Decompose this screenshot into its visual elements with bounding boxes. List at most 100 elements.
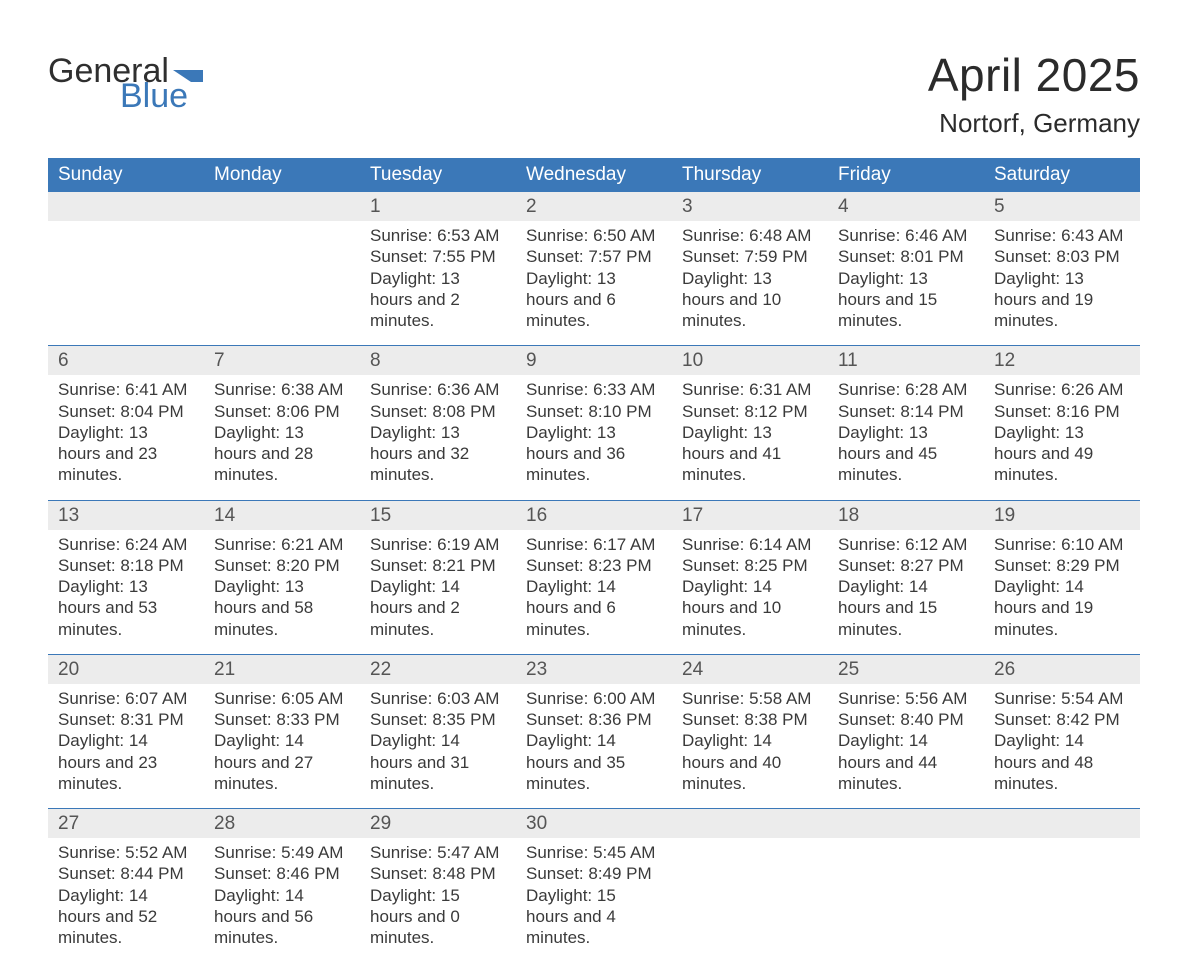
day-info-line: Daylight: 14 hours and 35 minutes. [526, 730, 662, 794]
day-body [204, 221, 360, 225]
day-number: 11 [828, 346, 984, 375]
day-number: 1 [360, 192, 516, 221]
day-body: Sunrise: 6:53 AMSunset: 7:55 PMDaylight:… [360, 221, 516, 331]
day-info-line: Sunrise: 6:14 AM [682, 534, 818, 555]
calendar-day-cell: 4Sunrise: 6:46 AMSunset: 8:01 PMDaylight… [828, 192, 984, 345]
day-info-line: Daylight: 14 hours and 52 minutes. [58, 885, 194, 949]
day-info-line: Sunset: 8:35 PM [370, 709, 506, 730]
day-info-line: Sunrise: 6:28 AM [838, 379, 974, 400]
day-info-line: Sunset: 8:03 PM [994, 246, 1130, 267]
calendar-day-cell [204, 192, 360, 345]
day-info-line: Sunset: 8:33 PM [214, 709, 350, 730]
day-info-line: Daylight: 14 hours and 48 minutes. [994, 730, 1130, 794]
day-body: Sunrise: 6:41 AMSunset: 8:04 PMDaylight:… [48, 375, 204, 485]
calendar-week: 1Sunrise: 6:53 AMSunset: 7:55 PMDaylight… [48, 192, 1140, 345]
day-body: Sunrise: 5:56 AMSunset: 8:40 PMDaylight:… [828, 684, 984, 794]
day-info-line: Sunrise: 5:58 AM [682, 688, 818, 709]
day-info-line: Sunrise: 6:33 AM [526, 379, 662, 400]
day-body: Sunrise: 6:26 AMSunset: 8:16 PMDaylight:… [984, 375, 1140, 485]
day-info-line: Daylight: 13 hours and 41 minutes. [682, 422, 818, 486]
day-info-line: Daylight: 13 hours and 36 minutes. [526, 422, 662, 486]
calendar-day-cell: 15Sunrise: 6:19 AMSunset: 8:21 PMDayligh… [360, 501, 516, 654]
day-info-line: Sunset: 8:06 PM [214, 401, 350, 422]
day-info-line: Sunset: 8:04 PM [58, 401, 194, 422]
day-number: 14 [204, 501, 360, 530]
day-info-line: Daylight: 14 hours and 31 minutes. [370, 730, 506, 794]
day-info-line: Daylight: 13 hours and 15 minutes. [838, 268, 974, 332]
day-info-line: Daylight: 14 hours and 6 minutes. [526, 576, 662, 640]
day-info-line: Sunset: 8:44 PM [58, 863, 194, 884]
weekday-header-cell: Saturday [984, 158, 1140, 192]
day-number: 15 [360, 501, 516, 530]
page: General Blue April 2025 Nortorf, Germany… [0, 0, 1188, 918]
day-info-line: Sunset: 8:38 PM [682, 709, 818, 730]
day-info-line: Sunset: 8:36 PM [526, 709, 662, 730]
calendar-day-cell: 8Sunrise: 6:36 AMSunset: 8:08 PMDaylight… [360, 346, 516, 499]
day-info-line: Sunset: 8:25 PM [682, 555, 818, 576]
calendar-body: 1Sunrise: 6:53 AMSunset: 7:55 PMDaylight… [48, 192, 1140, 962]
day-info-line: Sunset: 8:31 PM [58, 709, 194, 730]
day-body: Sunrise: 6:17 AMSunset: 8:23 PMDaylight:… [516, 530, 672, 640]
weekday-header-cell: Friday [828, 158, 984, 192]
day-info-line: Sunrise: 6:12 AM [838, 534, 974, 555]
day-info-line: Daylight: 13 hours and 49 minutes. [994, 422, 1130, 486]
day-info-line: Sunset: 8:21 PM [370, 555, 506, 576]
day-body: Sunrise: 5:58 AMSunset: 8:38 PMDaylight:… [672, 684, 828, 794]
title-block: April 2025 Nortorf, Germany [928, 48, 1140, 139]
day-body: Sunrise: 6:43 AMSunset: 8:03 PMDaylight:… [984, 221, 1140, 331]
calendar-week: 6Sunrise: 6:41 AMSunset: 8:04 PMDaylight… [48, 345, 1140, 499]
day-info-line: Daylight: 15 hours and 0 minutes. [370, 885, 506, 949]
day-info-line: Sunset: 7:55 PM [370, 246, 506, 267]
day-info-line: Sunrise: 5:52 AM [58, 842, 194, 863]
day-body: Sunrise: 5:49 AMSunset: 8:46 PMDaylight:… [204, 838, 360, 948]
day-info-line: Sunrise: 6:43 AM [994, 225, 1130, 246]
day-body: Sunrise: 6:03 AMSunset: 8:35 PMDaylight:… [360, 684, 516, 794]
day-info-line: Sunrise: 6:48 AM [682, 225, 818, 246]
day-number: 5 [984, 192, 1140, 221]
day-body: Sunrise: 5:54 AMSunset: 8:42 PMDaylight:… [984, 684, 1140, 794]
day-info-line: Sunrise: 6:19 AM [370, 534, 506, 555]
day-number: 3 [672, 192, 828, 221]
day-number: 24 [672, 655, 828, 684]
day-body: Sunrise: 6:33 AMSunset: 8:10 PMDaylight:… [516, 375, 672, 485]
day-body: Sunrise: 5:45 AMSunset: 8:49 PMDaylight:… [516, 838, 672, 948]
day-info-line: Sunset: 8:27 PM [838, 555, 974, 576]
brand-logo: General Blue [48, 56, 205, 111]
day-info-line: Sunrise: 6:50 AM [526, 225, 662, 246]
day-info-line: Sunrise: 6:10 AM [994, 534, 1130, 555]
day-info-line: Sunrise: 6:07 AM [58, 688, 194, 709]
day-body: Sunrise: 6:19 AMSunset: 8:21 PMDaylight:… [360, 530, 516, 640]
day-number: 27 [48, 809, 204, 838]
weekday-header-cell: Monday [204, 158, 360, 192]
weekday-header: SundayMondayTuesdayWednesdayThursdayFrid… [48, 158, 1140, 192]
day-number: 9 [516, 346, 672, 375]
calendar-week: 13Sunrise: 6:24 AMSunset: 8:18 PMDayligh… [48, 500, 1140, 654]
day-info-line: Daylight: 14 hours and 40 minutes. [682, 730, 818, 794]
day-info-line: Daylight: 13 hours and 10 minutes. [682, 268, 818, 332]
day-info-line: Daylight: 13 hours and 53 minutes. [58, 576, 194, 640]
weekday-header-cell: Thursday [672, 158, 828, 192]
calendar-day-cell: 23Sunrise: 6:00 AMSunset: 8:36 PMDayligh… [516, 655, 672, 808]
calendar-day-cell: 19Sunrise: 6:10 AMSunset: 8:29 PMDayligh… [984, 501, 1140, 654]
day-info-line: Sunset: 8:49 PM [526, 863, 662, 884]
day-body: Sunrise: 6:12 AMSunset: 8:27 PMDaylight:… [828, 530, 984, 640]
day-info-line: Sunset: 8:14 PM [838, 401, 974, 422]
calendar-day-cell: 14Sunrise: 6:21 AMSunset: 8:20 PMDayligh… [204, 501, 360, 654]
day-number: 2 [516, 192, 672, 221]
day-number: 8 [360, 346, 516, 375]
day-info-line: Sunrise: 5:54 AM [994, 688, 1130, 709]
day-number: 7 [204, 346, 360, 375]
calendar-day-cell [48, 192, 204, 345]
day-body: Sunrise: 6:36 AMSunset: 8:08 PMDaylight:… [360, 375, 516, 485]
calendar-day-cell: 27 Sunrise: 5:52 AMSunset: 8:44 PMDayligh… [48, 809, 204, 962]
calendar-day-cell: 12Sunrise: 6:26 AMSunset: 8:16 PMDayligh… [984, 346, 1140, 499]
day-number [984, 809, 1140, 838]
day-body: Sunrise: 6:07 AMSunset: 8:31 PMDaylight:… [48, 684, 204, 794]
day-number: 12 [984, 346, 1140, 375]
title-location: Nortorf, Germany [928, 108, 1140, 139]
calendar-day-cell: 20Sunrise: 6:07 AMSunset: 8:31 PMDayligh… [48, 655, 204, 808]
calendar-day-cell: 24Sunrise: 5:58 AMSunset: 8:38 PMDayligh… [672, 655, 828, 808]
day-body [828, 838, 984, 842]
day-body: Sunrise: 6:46 AMSunset: 8:01 PMDaylight:… [828, 221, 984, 331]
day-number: 21 [204, 655, 360, 684]
